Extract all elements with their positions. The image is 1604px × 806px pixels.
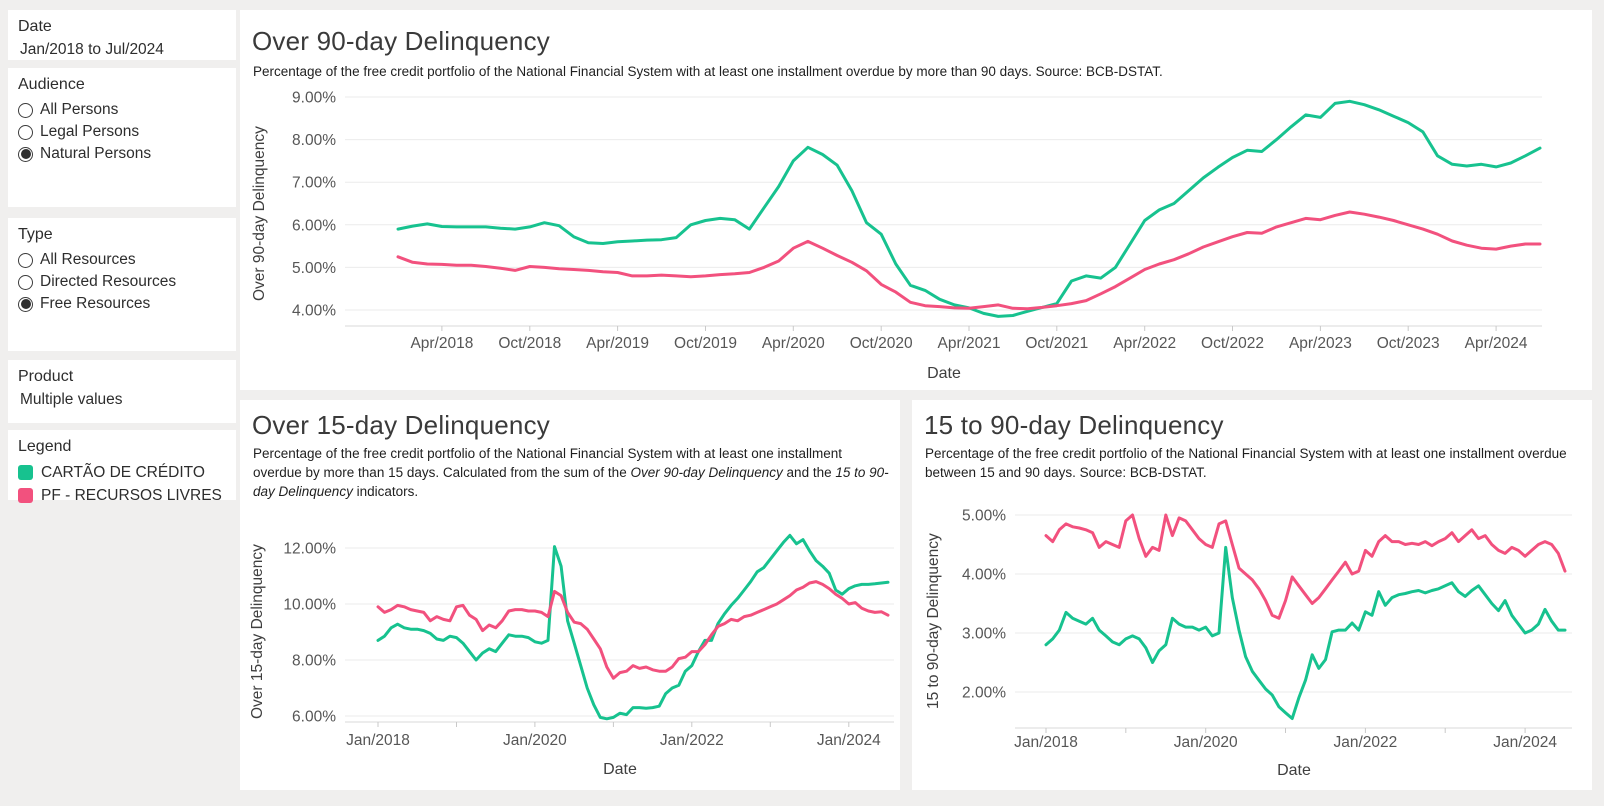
x-tick-label: Oct/2023 [1377, 335, 1440, 352]
y-tick-label: 9.00% [292, 90, 336, 107]
series-line-pf-recursos-livres[interactable] [1044, 513, 1567, 620]
y-tick-label: 8.00% [292, 653, 336, 670]
radio-button[interactable] [18, 124, 33, 140]
product-filter-value: Multiple values [20, 391, 123, 408]
date-filter-value: Jan/2018 to Jul/2024 [20, 41, 164, 58]
x-tick-label: Oct/2018 [498, 335, 561, 352]
radio-button[interactable] [18, 102, 33, 118]
y-tick-label: 10.00% [283, 597, 336, 614]
chart-title: 15 to 90-day Delinquency [924, 410, 1224, 440]
legend-swatch-green [18, 465, 33, 480]
audience-option-legal-persons[interactable]: Legal Persons [18, 121, 226, 143]
over-90-day-delinquency-panel: Over 90-day Delinquency Percentage of th… [240, 10, 1592, 390]
15-to-90-day-delinquency-plot[interactable]: 2.00% 3.00% 4.00% 5.00% Jan/2018 Jan/2020 Jan/… [912, 495, 1592, 790]
chart-subtitle: Percentage of the free credit portfolio … [925, 446, 1567, 480]
x-tick-label: Jan/2018 [1014, 734, 1078, 751]
radio-button[interactable] [18, 274, 33, 290]
y-tick-label: 8.00% [292, 132, 336, 149]
x-axis-title: Date [1277, 762, 1311, 779]
radio-button[interactable] [18, 296, 33, 312]
product-filter-panel: Product Multiple values [8, 360, 236, 423]
legend-item-label: CARTÃO DE CRÉDITO [41, 463, 205, 481]
x-tick-label: Jan/2024 [1493, 734, 1557, 751]
type-option-all-resources[interactable]: All Resources [18, 249, 226, 271]
series-line-pf-recursos-livres[interactable] [396, 210, 1542, 311]
audience-filter-title: Audience [18, 76, 85, 93]
legend-item-pf-recursos-livres[interactable]: PF - RECURSOS LIVRES [18, 484, 226, 507]
y-tick-label: 3.00% [962, 626, 1006, 643]
radio-button[interactable] [18, 146, 33, 162]
y-tick-label: 5.00% [292, 260, 336, 277]
x-tick-label: Apr/2023 [1289, 335, 1352, 352]
y-tick-label: 2.00% [962, 685, 1006, 702]
audience-filter-panel: Audience All Persons Legal Persons Natur… [8, 68, 236, 207]
series-line-cart-o-de-cr-dito[interactable] [396, 99, 1542, 318]
radio-label: Free Resources [40, 295, 151, 312]
y-tick-label: 4.00% [292, 303, 336, 320]
x-tick-label: Jan/2020 [503, 732, 567, 749]
15-to-90-day-delinquency-panel: 15 to 90-day Delinquency Percentage of t… [912, 400, 1592, 790]
series-line-pf-recursos-livres[interactable] [376, 580, 890, 680]
over-90-day-delinquency-plot[interactable]: 4.00% 5.00% 6.00% 7.00% 8.00% 9.00% Apr/2018 Oc… [240, 82, 1592, 390]
y-tick-label: 4.00% [962, 567, 1006, 584]
radio-button[interactable] [18, 252, 33, 268]
y-tick-label: 6.00% [292, 709, 336, 726]
x-tick-label: Jan/2022 [1334, 734, 1398, 751]
x-tick-label: Jan/2018 [346, 732, 410, 749]
x-axis-title: Date [927, 365, 961, 382]
x-tick-label: Oct/2019 [674, 335, 737, 352]
type-filter-title: Type [18, 226, 53, 243]
type-option-free-resources[interactable]: Free Resources [18, 293, 226, 315]
y-tick-label: 7.00% [292, 175, 336, 192]
x-tick-label: Apr/2022 [1113, 335, 1176, 352]
audience-option-natural-persons[interactable]: Natural Persons [18, 143, 226, 165]
x-tick-label: Oct/2022 [1201, 335, 1264, 352]
x-tick-label: Apr/2020 [762, 335, 825, 352]
over-90-day-chart-area[interactable]: 4.00% 5.00% 6.00% 7.00% 8.00% 9.00% Apr/2018 Oc… [240, 82, 1592, 395]
x-tick-label: Jan/2020 [1174, 734, 1238, 751]
date-filter-panel: Date Jan/2018 to Jul/2024 [8, 10, 236, 60]
radio-label: Legal Persons [40, 123, 140, 140]
audience-option-all-persons[interactable]: All Persons [18, 99, 226, 121]
legend-title: Legend [18, 438, 72, 455]
legend-panel: Legend CARTÃO DE CRÉDITO PF - RECURSOS L… [8, 430, 236, 504]
x-tick-label: Apr/2019 [586, 335, 649, 352]
over-15-day-delinquency-plot[interactable]: 6.00% 8.00% 10.00% 12.00% Jan/2018 Jan/2020 Ja… [240, 500, 900, 790]
radio-label: Natural Persons [40, 145, 152, 162]
radio-label: All Persons [40, 101, 119, 118]
x-tick-label: Apr/2018 [410, 335, 473, 352]
over-15-day-delinquency-panel: Over 15-day Delinquency Percentage of th… [240, 400, 900, 790]
type-filter-panel: Type All Resources Directed Resources Fr… [8, 218, 236, 351]
type-option-directed-resources[interactable]: Directed Resources [18, 271, 226, 293]
chart-subtitle: Percentage of the free credit portfolio … [253, 446, 889, 499]
y-tick-label: 12.00% [283, 541, 336, 558]
x-tick-label: Jan/2022 [660, 732, 724, 749]
chart-subtitle: Percentage of the free credit portfolio … [253, 64, 1163, 79]
legend-swatch-pink [18, 488, 33, 503]
over-15-day-chart-area[interactable]: 6.00% 8.00% 10.00% 12.00% Jan/2018 Jan/2020 Ja… [240, 500, 900, 795]
x-tick-label: Jan/2024 [817, 732, 881, 749]
product-filter-title: Product [18, 368, 74, 385]
x-tick-label: Apr/2021 [938, 335, 1001, 352]
x-axis-title: Date [603, 761, 637, 778]
15-to-90-day-chart-area[interactable]: 2.00% 3.00% 4.00% 5.00% Jan/2018 Jan/2020 Jan/… [912, 495, 1592, 795]
y-tick-label: 6.00% [292, 217, 336, 234]
series-line-cart-o-de-cr-dito[interactable] [376, 533, 890, 721]
radio-label: All Resources [40, 251, 136, 268]
radio-label: Directed Resources [40, 273, 177, 290]
x-tick-label: Oct/2020 [850, 335, 913, 352]
chart-title: Over 15-day Delinquency [252, 410, 550, 440]
date-filter-title: Date [18, 18, 52, 35]
chart-title: Over 90-day Delinquency [252, 26, 550, 56]
y-tick-label: 5.00% [962, 508, 1006, 525]
legend-item-cartao-de-credito[interactable]: CARTÃO DE CRÉDITO [18, 461, 226, 484]
series-line-cart-o-de-cr-dito[interactable] [1044, 545, 1567, 720]
x-tick-label: Oct/2021 [1025, 335, 1088, 352]
legend-item-label: PF - RECURSOS LIVRES [41, 486, 222, 504]
x-tick-label: Apr/2024 [1465, 335, 1528, 352]
